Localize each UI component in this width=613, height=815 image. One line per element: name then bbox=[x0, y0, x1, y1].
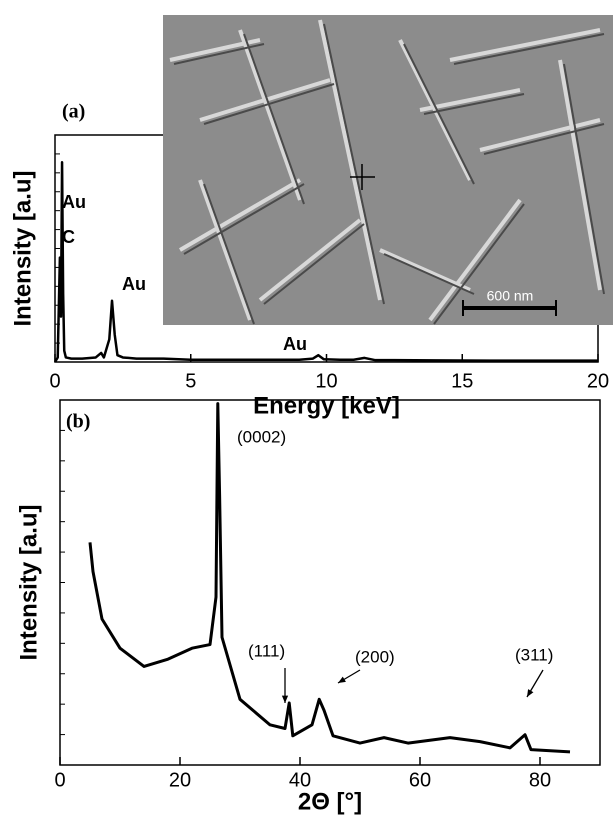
sem-shadow bbox=[453, 33, 605, 65]
sem-flake bbox=[398, 39, 472, 181]
sem-flake bbox=[479, 118, 601, 152]
sem-flake bbox=[238, 29, 302, 201]
arrow-head bbox=[281, 695, 289, 703]
panel-label: (b) bbox=[66, 411, 90, 433]
x-tick-label: 40 bbox=[289, 769, 311, 791]
plot-frame bbox=[59, 399, 601, 766]
sem-shadow bbox=[263, 223, 365, 305]
panel-label: (a) bbox=[62, 101, 85, 123]
sem-flake bbox=[449, 28, 601, 62]
sem-shadow bbox=[323, 23, 385, 305]
x-tick-label: 15 bbox=[451, 370, 473, 392]
x-tick-label: 5 bbox=[185, 370, 196, 392]
x-axis-title: 2Θ [°] bbox=[298, 788, 362, 815]
peak-annotation: Au bbox=[62, 192, 86, 212]
sem-inset: 600 nm bbox=[163, 15, 613, 325]
sem-shadow bbox=[183, 183, 305, 255]
sem-shadow bbox=[483, 123, 605, 155]
peak-annotation: (111) bbox=[248, 641, 285, 660]
peak-annotation: (200) bbox=[355, 647, 395, 666]
x-tick-label: 80 bbox=[529, 769, 551, 791]
peak-annotation: Au bbox=[283, 334, 307, 354]
sem-shadow bbox=[403, 43, 475, 185]
x-tick-label: 0 bbox=[54, 769, 65, 791]
y-axis-title: Intensity [a.u] bbox=[9, 170, 36, 326]
sem-flake bbox=[428, 198, 522, 322]
peak-annotation: (0002) bbox=[237, 427, 286, 446]
x-tick-label: 20 bbox=[587, 370, 609, 392]
x-tick-label: 20 bbox=[169, 769, 191, 791]
x-tick-label: 60 bbox=[409, 769, 431, 791]
data-line bbox=[88, 402, 571, 754]
sem-image bbox=[163, 15, 613, 325]
peak-annotation: Au bbox=[122, 274, 146, 294]
x-axis-title: Energy [keV] bbox=[253, 392, 400, 419]
sem-flake bbox=[258, 218, 362, 302]
x-tick-label: 10 bbox=[315, 370, 337, 392]
sem-shadow bbox=[433, 203, 525, 325]
x-tick-label: 0 bbox=[49, 370, 60, 392]
sem-shadow bbox=[423, 93, 525, 115]
sem-shadow bbox=[383, 253, 475, 295]
sem-flake bbox=[318, 19, 382, 301]
sem-flake bbox=[419, 88, 521, 112]
sem-flake bbox=[178, 178, 302, 252]
sem-shadow bbox=[203, 183, 255, 325]
y-axis-title: Intensity [a.u] bbox=[15, 504, 42, 660]
arrow-head bbox=[338, 676, 346, 683]
sem-shadow bbox=[563, 63, 605, 295]
sem-flake bbox=[379, 248, 471, 292]
data-line bbox=[53, 160, 598, 363]
arrow-head bbox=[527, 689, 534, 697]
peak-annotation: (311) bbox=[515, 645, 553, 664]
sem-shadow bbox=[243, 33, 305, 205]
scale-bar-label: 600 nm bbox=[487, 288, 534, 304]
sem-flake bbox=[198, 179, 252, 321]
sem-flake bbox=[558, 59, 602, 291]
peak-annotation: C bbox=[62, 227, 75, 247]
